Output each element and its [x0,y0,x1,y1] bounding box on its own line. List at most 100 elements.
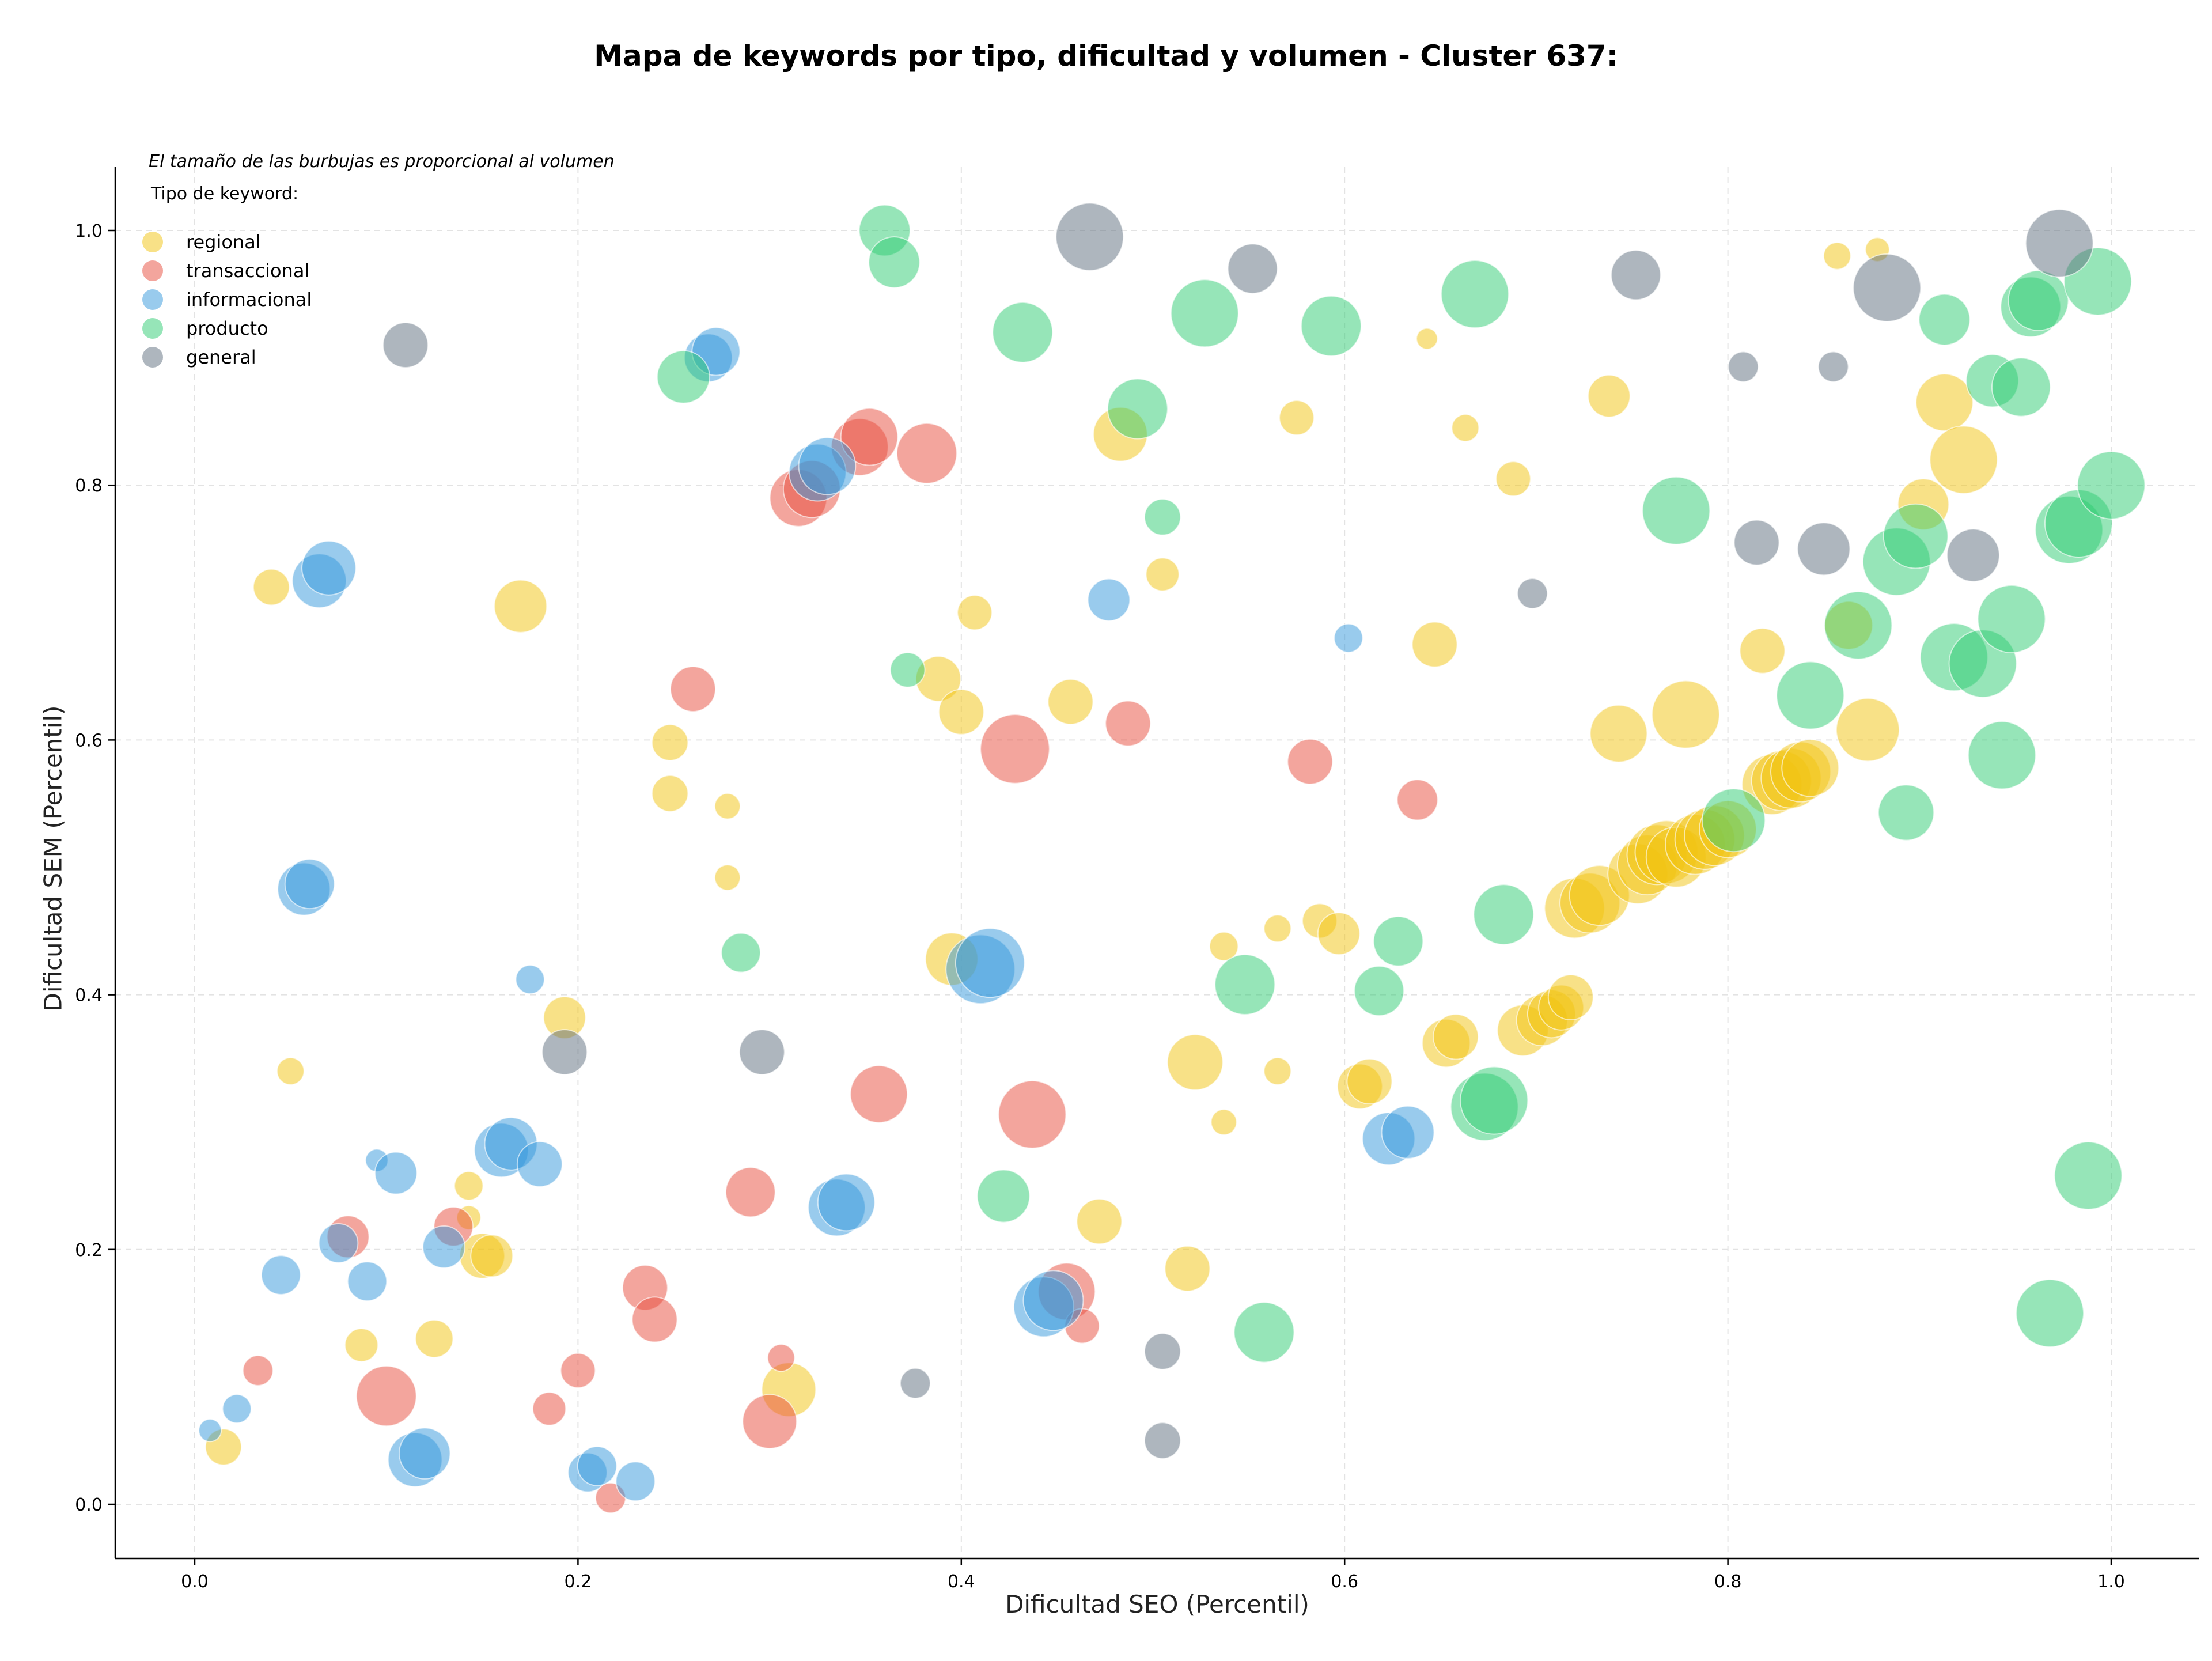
legend-label-regional: regional [186,231,261,253]
bubble-transaccional [532,1391,567,1426]
legend-marker-informacional [142,289,163,310]
legend-marker-regional [142,232,163,252]
bubble-regional [276,1057,305,1085]
x-axis-label: Dificultad SEO (Percentil) [1005,1590,1309,1618]
bubble-regional [1346,1058,1393,1104]
bubble-transaccional [631,1296,678,1343]
bubble-producto [1373,915,1424,967]
ticks: 0.0 0.2 0.4 0.6 0.8 1.0 0.0 0.2 0.4 0.6 0.8 1.0 [75,221,2125,1592]
bubble-transaccional [670,665,717,712]
bubble-general [1517,578,1548,610]
bubble-regional [252,568,290,606]
bubble-transaccional [1396,779,1438,821]
x-tick-label: 0.4 [948,1572,975,1592]
bubble-informacional [318,1223,359,1263]
bubble-informacional [284,858,335,910]
bubble-producto [1300,295,1362,357]
bubble-producto [1440,260,1509,329]
bubble-regional [938,688,984,735]
bubble-regional [1495,461,1531,497]
grid [115,167,2199,1558]
bubble-regional [1587,374,1631,418]
bubble-informacional [615,1461,656,1502]
bubble-regional [651,775,689,812]
bubble-transaccional [896,422,957,484]
bubble-producto [1877,784,1935,841]
bubble-regional [714,864,741,891]
bubble-transaccional [1105,700,1152,747]
bubble-regional [1589,704,1648,763]
bubble-regional [1263,914,1292,943]
y-tick-label: 1.0 [75,221,103,241]
bubble-general [1733,519,1780,566]
bubble-producto [1977,584,2046,653]
bubble-producto [868,236,921,289]
x-tick-label: 0.2 [565,1572,592,1592]
bubble-general [1817,351,1849,383]
bubble-informacional [955,928,1025,998]
legend: El tamaño de las burbujas es proporciona… [142,152,615,368]
bubble-regional [454,1171,484,1201]
bubble-informacional [1381,1105,1435,1159]
bubble-transaccional [1287,738,1334,785]
bubble-regional [1739,627,1786,674]
bubble-regional [957,595,993,631]
bubble-producto [1642,476,1711,545]
bubble-regional [1210,1108,1237,1136]
bubble-producto [1967,721,2036,790]
bubble-informacional [347,1261,388,1301]
bubble-regional [714,793,741,820]
legend-note: El tamaño de las burbujas es proporciona… [149,152,615,172]
legend-marker-producto [142,318,163,339]
bubble-transaccional [998,1080,1067,1149]
bubble-regional [1145,557,1180,592]
bubble-regional [415,1319,454,1359]
bubble-informacional [422,1225,465,1269]
x-tick-label: 0.8 [1714,1572,1742,1592]
y-tick-label: 0.4 [75,986,103,1006]
bubble-informacional [222,1394,252,1424]
bubble-regional [1411,621,1458,668]
legend-label-transaccional: transaccional [186,260,309,282]
bubble-transaccional [767,1344,796,1372]
data-points [198,202,2146,1514]
x-tick-label: 0.6 [1331,1572,1358,1592]
bubble-transaccional [242,1354,274,1386]
bubble-general [1611,249,1661,301]
bubble-producto [1473,884,1535,945]
bubble-general [382,321,429,368]
bubble-regional [1047,679,1094,725]
bubble-regional [1076,1198,1123,1245]
bubble-regional [1915,373,1974,432]
chart-title: Mapa de keywords por tipo, dificultad y … [594,39,1618,73]
bubble-informacional [374,1151,418,1195]
bubble-regional [1651,680,1720,749]
y-tick-label: 0.0 [75,1495,103,1515]
bubble-regional [1166,1034,1224,1091]
bubble-regional [1781,739,1840,797]
bubble-producto [889,652,926,688]
bubble-producto [2054,1141,2123,1210]
bubble-informacional [1087,578,1131,622]
bubble-transaccional [840,407,899,466]
bubble-producto [1143,498,1181,536]
bubble-regional [1279,400,1315,436]
bubble-transaccional [355,1365,417,1427]
bubble-producto [2077,451,2146,520]
bubble-general [541,1029,588,1076]
bubble-general [1227,243,1278,294]
bubble-regional [1547,974,1594,1021]
bubble-regional [1164,1245,1211,1292]
bubble-regional [1433,1013,1479,1060]
bubble-informacional [260,1255,301,1295]
bubble-producto [1776,661,1845,730]
bubble-general [1946,528,2000,582]
bubble-general [1143,1333,1181,1370]
bubble-producto [1214,954,1276,1015]
bubble-general [2025,209,2094,278]
bubble-regional [1451,414,1480,442]
bubble-informacional [1334,623,1363,653]
bubble-producto [2008,270,2069,331]
legend-label-informacional: informacional [186,289,312,311]
